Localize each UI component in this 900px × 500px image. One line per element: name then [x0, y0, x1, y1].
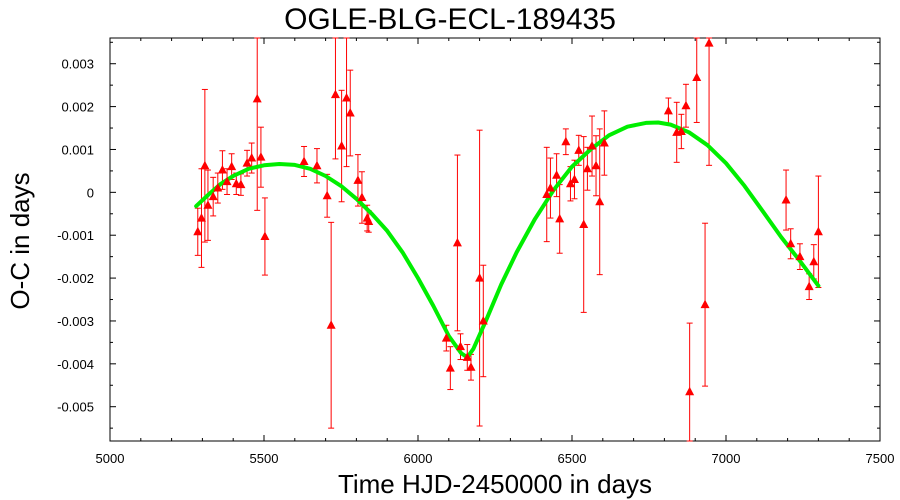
- data-point: [357, 192, 367, 201]
- data-point: [574, 145, 584, 154]
- data-point: [809, 256, 819, 266]
- x-tick-label: 6000: [404, 451, 433, 466]
- data-point: [445, 363, 455, 372]
- fit-curve: [194, 120, 821, 360]
- data-point: [222, 176, 232, 186]
- x-tick-label: 7000: [712, 451, 741, 466]
- data-point: [552, 170, 562, 179]
- data-point: [452, 237, 462, 247]
- data-point: [217, 165, 227, 174]
- data-point: [591, 160, 601, 170]
- y-tick-label: -0.002: [57, 271, 94, 286]
- data-point: [213, 183, 223, 192]
- data-point: [786, 238, 796, 248]
- x-tick-label: 5000: [96, 451, 125, 466]
- data-point: [555, 213, 565, 223]
- data-point: [252, 93, 262, 103]
- data-point: [565, 178, 575, 188]
- data-point: [478, 315, 488, 325]
- data-point: [299, 156, 309, 165]
- data-point: [462, 352, 472, 361]
- axes: 5000 5500 6000 6500 7000 7500 0.003 0.002 0.001 0…: [57, 38, 894, 466]
- data-point: [256, 152, 266, 161]
- data-point: [200, 160, 210, 170]
- data-point: [236, 179, 246, 189]
- data-point: [813, 226, 823, 236]
- data-point: [599, 138, 609, 147]
- data-point: [579, 219, 589, 228]
- data-point: [312, 160, 322, 170]
- data-point: [475, 273, 485, 282]
- data-point: [196, 213, 206, 222]
- y-axis-label: O-C in days: [5, 172, 35, 310]
- data-point: [456, 341, 466, 351]
- y-tick-label: -0.003: [57, 314, 94, 329]
- y-tick-label: -0.004: [57, 357, 94, 372]
- data-point: [260, 231, 270, 240]
- data-point: [681, 100, 691, 110]
- data-markers: [193, 38, 823, 396]
- data-point: [545, 183, 555, 192]
- data-point: [561, 136, 571, 146]
- data-point: [582, 163, 592, 173]
- data-point: [337, 141, 347, 150]
- data-point: [692, 72, 702, 81]
- data-point: [676, 126, 686, 135]
- data-point: [781, 195, 791, 204]
- x-tick-label: 7500: [866, 451, 895, 466]
- data-point: [345, 108, 355, 117]
- data-point: [193, 226, 203, 236]
- data-point: [227, 161, 237, 171]
- x-tick-label: 6500: [558, 451, 587, 466]
- data-point: [326, 320, 336, 329]
- data-point: [595, 196, 605, 206]
- data-point: [242, 158, 252, 167]
- data-point: [542, 189, 552, 198]
- data-point: [330, 89, 340, 99]
- data-point: [685, 386, 695, 396]
- data-point: [804, 281, 814, 291]
- error-bars: [194, 37, 822, 442]
- y-tick-label: 0.003: [61, 57, 94, 72]
- data-point: [203, 200, 213, 209]
- y-tick-label: -0.001: [57, 228, 94, 243]
- data-point: [663, 105, 673, 115]
- data-point: [569, 174, 579, 183]
- data-point: [364, 216, 374, 225]
- y-tick-label: 0: [87, 185, 94, 200]
- data-point: [342, 93, 352, 102]
- x-axis-label: Time HJD-2450000 in days: [337, 469, 653, 499]
- chart-title: OGLE-BLG-ECL-189435: [284, 3, 616, 36]
- data-point: [700, 299, 710, 309]
- x-tick-label: 5500: [250, 451, 279, 466]
- plot-frame: [109, 37, 881, 442]
- data-point: [466, 362, 476, 371]
- data-point: [704, 38, 714, 47]
- fit-curve-path: [194, 120, 821, 360]
- data-point: [208, 191, 218, 201]
- data-point: [247, 153, 257, 162]
- data-point: [795, 251, 805, 261]
- data-point: [322, 190, 332, 200]
- y-tick-label: 0.001: [61, 142, 94, 157]
- y-tick-label: 0.002: [61, 100, 94, 115]
- data-point: [353, 175, 363, 184]
- data-point: [587, 141, 597, 150]
- data-point: [441, 333, 451, 342]
- y-tick-label: -0.005: [57, 400, 94, 415]
